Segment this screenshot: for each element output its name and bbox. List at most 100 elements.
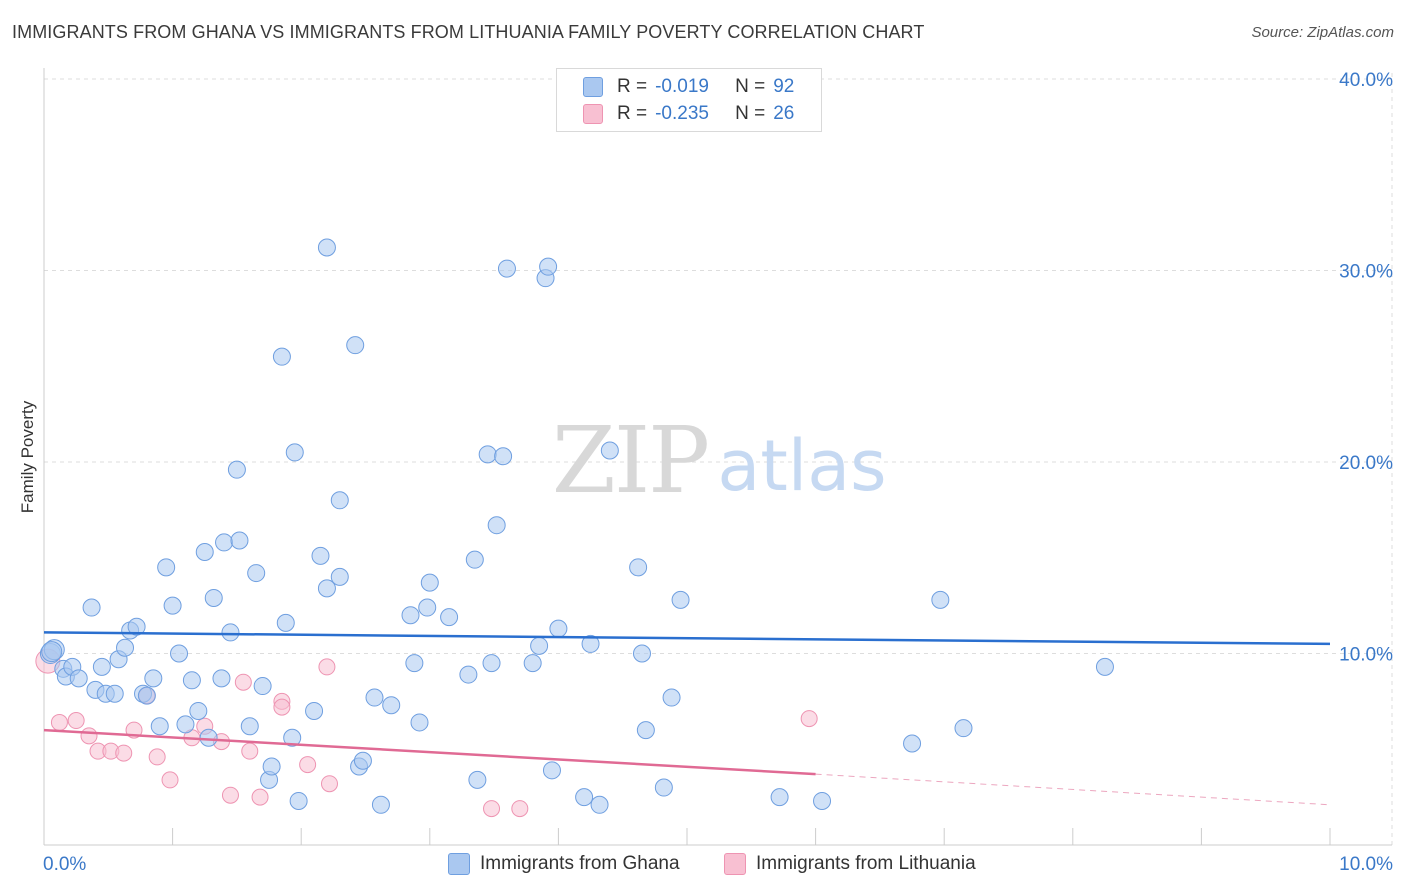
data-point-ghana: [105, 684, 124, 703]
trend-line-ghana: [43, 631, 1331, 646]
data-point-ghana: [189, 701, 208, 720]
data-point-lithuania: [161, 771, 179, 789]
y-tick-label: 30.0%: [1339, 262, 1393, 283]
data-point-ghana: [440, 608, 459, 627]
data-point-ghana: [418, 598, 437, 617]
axes: [43, 68, 1392, 846]
watermark-zip: ZIP: [552, 407, 708, 514]
data-point-ghana: [227, 460, 246, 479]
y-tick-label: 10.0%: [1339, 645, 1393, 666]
data-point-ghana: [230, 531, 249, 550]
data-point-ghana: [575, 788, 594, 807]
data-point-ghana: [954, 719, 973, 738]
data-point-ghana: [629, 558, 648, 577]
data-point-ghana: [465, 550, 484, 569]
data-point-ghana: [662, 688, 681, 707]
data-point-ghana: [283, 728, 302, 747]
data-point-ghana: [770, 788, 789, 807]
data-point-ghana: [176, 715, 195, 734]
data-point-ghana: [487, 516, 506, 535]
series-legend-ghana: Immigrants from Ghana: [448, 851, 680, 877]
grid-lines: [44, 73, 1393, 845]
legend-n-value-lithuania: 26: [773, 103, 795, 124]
series-legend-lithuania: Immigrants from Lithuania: [724, 851, 976, 877]
data-point-ghana: [157, 558, 176, 577]
tick-labels: 10.0% 20.0% 30.0% 40.0% 0.0% 10.0%: [43, 70, 1393, 875]
data-point-ghana: [636, 721, 655, 740]
correlation-legend: R = -0.019 N = 92 R = -0.235 N = 26: [556, 68, 822, 132]
legend-r-value-ghana: -0.019: [655, 76, 709, 97]
data-point-ghana: [240, 717, 259, 736]
data-point-ghana: [137, 686, 156, 705]
data-point-ghana: [199, 728, 218, 747]
data-point-ghana: [542, 761, 561, 780]
watermark-atlas: atlas: [717, 425, 886, 507]
data-point-ghana: [903, 734, 922, 753]
data-point-ghana: [530, 636, 549, 655]
data-point-ghana: [813, 791, 832, 810]
data-point-ghana: [494, 447, 513, 466]
data-point-lithuania: [318, 658, 336, 676]
data-point-ghana: [215, 533, 234, 552]
data-point-lithuania: [115, 744, 133, 762]
y-tick-label: 20.0%: [1339, 453, 1393, 474]
data-point-lithuania: [234, 673, 252, 691]
data-point-ghana: [459, 665, 478, 684]
data-point-ghana: [371, 795, 390, 814]
data-point-ghana: [581, 634, 600, 653]
data-point-ghana: [365, 688, 384, 707]
data-point-ghana: [654, 778, 673, 797]
data-point-ghana: [549, 619, 568, 638]
legend-r-label: R =: [617, 76, 648, 97]
data-point-ghana: [221, 623, 240, 642]
data-point-ghana: [317, 579, 336, 598]
trend-lines: [43, 631, 1331, 806]
data-point-ghana: [330, 567, 349, 586]
data-point-lithuania: [241, 742, 259, 760]
legend-swatch-lithuania: [583, 104, 603, 124]
data-point-lithuania: [148, 748, 166, 766]
data-point-ghana: [600, 441, 619, 460]
data-point-ghana: [346, 336, 365, 355]
data-point-lithuania: [800, 710, 818, 728]
data-point-ghana: [317, 238, 336, 257]
series-swatch-lithuania: [724, 853, 746, 875]
data-point-ghana: [539, 257, 558, 276]
legend-n-label: N =: [735, 76, 766, 97]
data-point-ghana: [382, 696, 401, 715]
data-point-ghana: [497, 259, 516, 278]
data-point-ghana: [410, 713, 429, 732]
series-swatch-ghana: [448, 853, 470, 875]
data-point-lithuania: [320, 775, 338, 793]
legend-r-label: R =: [617, 103, 648, 124]
data-point-ghana: [41, 641, 63, 663]
data-point-ghana: [305, 701, 324, 720]
y-tick-label: 40.0%: [1339, 70, 1393, 91]
trend-line-lithuania: [43, 728, 816, 776]
legend-row-ghana: R = -0.019 N = 92: [583, 74, 794, 100]
data-point-ghana: [671, 590, 690, 609]
legend-n-value-ghana: 92: [773, 76, 795, 97]
data-point-lithuania: [221, 786, 239, 804]
data-point-ghana: [92, 657, 111, 676]
series-label-ghana: Immigrants from Ghana: [480, 853, 680, 874]
ghana-points: [39, 238, 1114, 814]
chart-title: IMMIGRANTS FROM GHANA VS IMMIGRANTS FROM…: [12, 22, 925, 42]
data-point-lithuania: [273, 698, 291, 716]
legend-row-lithuania: R = -0.235 N = 26: [583, 101, 794, 127]
data-point-lithuania: [251, 788, 269, 806]
data-point-ghana: [182, 671, 201, 690]
data-point-ghana: [82, 598, 101, 617]
legend-n-label: N =: [735, 103, 766, 124]
data-point-ghana: [69, 669, 88, 688]
data-point-ghana: [163, 596, 182, 615]
data-point-lithuania: [299, 756, 317, 774]
data-point-ghana: [931, 590, 950, 609]
data-point-ghana: [127, 617, 146, 636]
data-point-ghana: [523, 654, 542, 673]
watermark: ZIP atlas: [552, 407, 887, 514]
data-point-ghana: [262, 757, 281, 776]
trend-line-lithuania-extrapolated: [815, 773, 1331, 806]
data-point-lithuania: [483, 800, 501, 818]
